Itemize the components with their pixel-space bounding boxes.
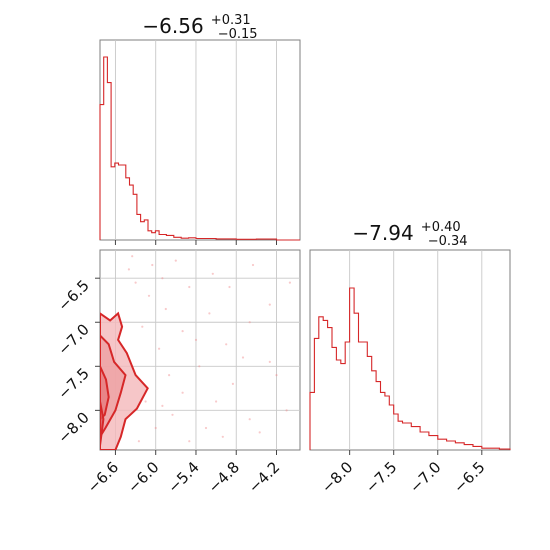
scatter-point (215, 400, 218, 403)
top-histogram-series (99, 56, 300, 241)
scatter-point (268, 360, 271, 363)
scatter-point (194, 338, 198, 341)
right-x-tick-label: −6.5 (450, 458, 488, 496)
right-x-tick-label: −7.5 (362, 458, 400, 496)
scatter-x-tick-label: −4.2 (245, 458, 283, 496)
scatter-point (231, 382, 234, 385)
scatter-y-tick-label: −8.0 (54, 408, 92, 446)
right-x-tick-label: −8.0 (318, 458, 356, 496)
scatter-x-tick-label: −5.4 (164, 458, 202, 496)
scatter-point (225, 343, 228, 346)
scatter-point (158, 347, 161, 350)
top-histogram-frame (99, 39, 301, 241)
scatter-point (188, 285, 191, 289)
scatter-point (131, 255, 134, 258)
top-histogram-panel (99, 40, 300, 245)
scatter-x-tick-label: −6.6 (84, 458, 122, 496)
right-x-tick-label: −7.0 (406, 458, 444, 496)
scatter-point (268, 303, 271, 306)
scatter-y-tick-label: −6.5 (54, 276, 92, 314)
scatter-point (188, 440, 191, 443)
scatter-point (151, 263, 154, 267)
scatter-frame (99, 249, 301, 451)
scatter-point (248, 418, 251, 421)
right-histogram-title: −7.94 +0.40 −0.34 (352, 216, 467, 249)
scatter-point (168, 374, 171, 377)
scatter-point (251, 263, 255, 267)
scatter-point (211, 272, 214, 275)
top-histogram-title: −6.56 +0.31 −0.15 (142, 9, 257, 42)
right-median: −7.94 (352, 221, 413, 245)
scatter-point (241, 356, 245, 359)
scatter-point (161, 277, 164, 280)
scatter-point (285, 409, 288, 412)
right-histogram-frame (309, 249, 511, 451)
right-plus: +0.40 (421, 220, 461, 235)
scatter-x-tick-label: −4.8 (205, 458, 243, 496)
scatter-point (137, 440, 140, 443)
scatter-point (127, 268, 130, 271)
contour-group (100, 311, 149, 450)
scatter-y-tick-label: −7.0 (54, 320, 92, 358)
scatter-point (141, 325, 144, 328)
right-histogram-series (309, 287, 511, 450)
scatter-point (154, 426, 157, 430)
scatter-point (161, 404, 164, 407)
scatter-point (248, 321, 251, 324)
density-contour-line (100, 401, 105, 446)
scatter-point (181, 391, 184, 394)
density-contour-line (100, 365, 110, 421)
scatter-point (174, 259, 177, 262)
scatter-panel: −6.6 −6.0 −5.4 −4.8 −4.2 −8.0 −7.5 −7.0 −6.5 (54, 250, 300, 497)
scatter-point (134, 281, 137, 284)
top-median: −6.56 (142, 14, 203, 38)
scatter-point (181, 330, 184, 333)
scatter-point (288, 281, 291, 284)
scatter-point (144, 400, 147, 403)
scatter-point (275, 374, 278, 377)
scatter-y-tick-label: −7.5 (54, 364, 92, 402)
right-minus: −0.34 (428, 234, 468, 249)
scatter-point (198, 365, 201, 368)
scatter-point (258, 431, 261, 434)
top-plus: +0.31 (211, 13, 251, 28)
scatter-point (147, 294, 151, 297)
scatter-point (221, 435, 224, 438)
scatter-x-tick-label: −6.0 (124, 458, 162, 496)
right-histogram-panel: −8.0 −7.5 −7.0 −6.5 (309, 250, 511, 497)
scatter-point (228, 285, 231, 289)
scatter-point (171, 413, 174, 416)
top-minus: −0.15 (218, 27, 258, 42)
scatter-point (164, 307, 167, 311)
scatter-point (208, 312, 211, 315)
density-contour-line (100, 311, 149, 450)
scatter-point (204, 426, 208, 430)
